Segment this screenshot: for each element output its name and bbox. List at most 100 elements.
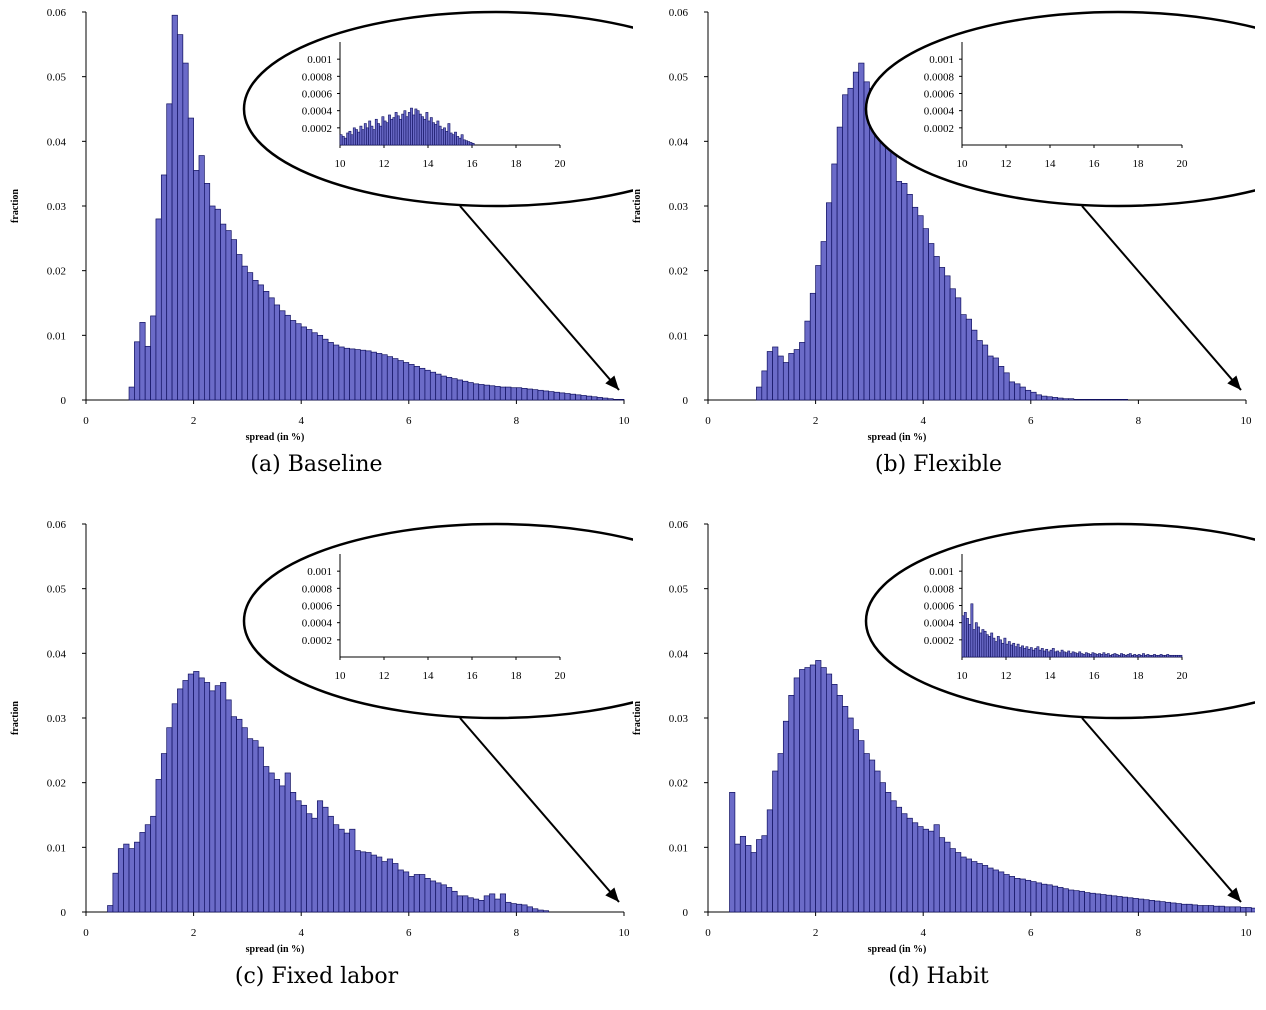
histogram-bar <box>268 772 275 913</box>
histogram-bar <box>1138 898 1145 913</box>
inset-histogram-bar <box>1170 654 1174 658</box>
inset-x-tick-label: 10 <box>957 670 969 682</box>
histogram-bar <box>473 383 480 401</box>
inset-histogram-bar <box>981 629 985 658</box>
inset-y-tick-label: 0.001 <box>307 566 332 578</box>
inset-histogram-bar <box>968 624 972 658</box>
histogram-bar <box>273 304 281 401</box>
inset-histogram-bar <box>1135 654 1139 658</box>
histogram-bar <box>526 906 533 913</box>
histogram-bar <box>1251 907 1255 913</box>
histogram-bar <box>1154 900 1161 913</box>
histogram-bar <box>365 350 372 401</box>
inset-histogram-bar <box>421 116 424 146</box>
histogram-bar <box>1197 905 1204 913</box>
histogram-bar <box>478 900 485 913</box>
inset-histogram-bar <box>977 626 980 658</box>
x-tick-label: 2 <box>191 415 197 427</box>
zoom-arrow-line <box>1081 205 1242 391</box>
zoom-inset-ellipse <box>864 10 1255 208</box>
histogram-bar <box>171 703 178 913</box>
x-tick-label: 6 <box>1028 927 1034 939</box>
inset-histogram-bar <box>454 131 457 146</box>
histogram-bar <box>279 310 286 401</box>
histogram-bar <box>144 345 151 401</box>
inset-histogram-bar <box>368 120 372 146</box>
histogram-bar <box>107 905 114 913</box>
inset-histogram-bar <box>1073 652 1077 658</box>
y-tick-label: 0.05 <box>669 584 689 596</box>
histogram-bar <box>1127 897 1134 913</box>
inset-histogram-bar <box>407 112 411 146</box>
histogram-bar <box>273 779 281 913</box>
histogram-bar <box>134 841 141 913</box>
histogram-bar <box>322 806 329 913</box>
histogram-bar <box>1116 896 1123 913</box>
inset-histogram-bar <box>1065 652 1068 658</box>
caption-baseline: (a) Baseline <box>250 452 383 477</box>
inset-histogram-bar <box>383 120 387 146</box>
inset-y-tick-label: 0.001 <box>929 566 954 578</box>
histogram-bar <box>284 772 291 913</box>
histogram-bar <box>596 397 603 401</box>
inset-histogram-bar <box>341 136 345 146</box>
inset-histogram-bar <box>1106 653 1110 658</box>
histogram-bar <box>537 389 544 401</box>
inset-x-tick-label: 12 <box>1001 158 1012 170</box>
histogram-bar <box>1207 905 1215 913</box>
x-axis-label: spread (in %) <box>868 432 927 443</box>
histogram-bar <box>901 813 908 913</box>
histogram-bar <box>938 267 946 401</box>
histogram-bar <box>177 34 184 401</box>
chart-panel-flexible: 0 0.01 0.02 0.03 0.04 0.05 0.06 0 2 4 6 8 10 spread (… <box>622 0 1255 498</box>
histogram-bar <box>885 126 892 401</box>
histogram-bar <box>166 103 173 401</box>
histogram-bar <box>1186 903 1193 913</box>
inset-histogram-bar <box>1177 654 1181 658</box>
histogram-bar <box>139 832 146 913</box>
inset-x-tick-label: 18 <box>1133 158 1145 170</box>
zoom-arrow-head <box>605 375 619 390</box>
histogram-bar <box>944 841 951 913</box>
y-tick-label: 0.04 <box>669 648 689 660</box>
inset-histogram-bar <box>1043 650 1046 658</box>
histogram-bar <box>198 677 205 913</box>
inset-x-tick-label: 14 <box>1045 158 1057 170</box>
inset-histogram-bar <box>458 137 462 146</box>
histogram-bar <box>809 292 816 401</box>
zoom-arrow-line <box>459 205 620 391</box>
inset-histogram-bar <box>425 112 429 146</box>
inset-histogram-bar <box>1115 654 1119 658</box>
histogram-bar <box>354 850 361 913</box>
histogram-bar <box>537 909 544 913</box>
inset-histogram-bar <box>1071 651 1075 658</box>
inset-histogram-bar <box>1005 643 1009 658</box>
inset-histogram-bar <box>1001 642 1005 658</box>
histogram-bar <box>820 241 827 401</box>
inset-y-tick-label: 0.0002 <box>924 123 954 135</box>
histogram-bar <box>879 107 886 401</box>
histogram-bar <box>922 228 929 401</box>
y-tick-label: 0.04 <box>47 648 67 660</box>
x-tick-label: 2 <box>813 927 819 939</box>
histogram-bar <box>160 753 168 913</box>
histogram-bar <box>1170 902 1177 913</box>
histogram-bar <box>1191 904 1198 913</box>
histogram-bar <box>311 817 318 913</box>
histogram-bar <box>521 904 528 913</box>
inset-histogram-bar <box>1139 654 1143 658</box>
histogram-bar <box>1062 888 1069 913</box>
inset-histogram-bar <box>1084 652 1088 658</box>
histogram-bar <box>1051 885 1059 913</box>
inset-histogram-bar <box>1159 654 1163 658</box>
histogram-bar <box>756 839 763 913</box>
inset-histogram-bar <box>1018 647 1022 658</box>
histogram-bar <box>413 874 420 913</box>
histogram-bar <box>1057 397 1064 401</box>
inset-histogram-bar <box>465 140 468 146</box>
inset-histogram-bar <box>410 107 413 146</box>
histogram-bar <box>128 848 135 913</box>
inset-histogram-bar <box>1045 648 1049 658</box>
histogram-bar <box>1240 907 1247 913</box>
histogram-bar <box>955 852 962 913</box>
